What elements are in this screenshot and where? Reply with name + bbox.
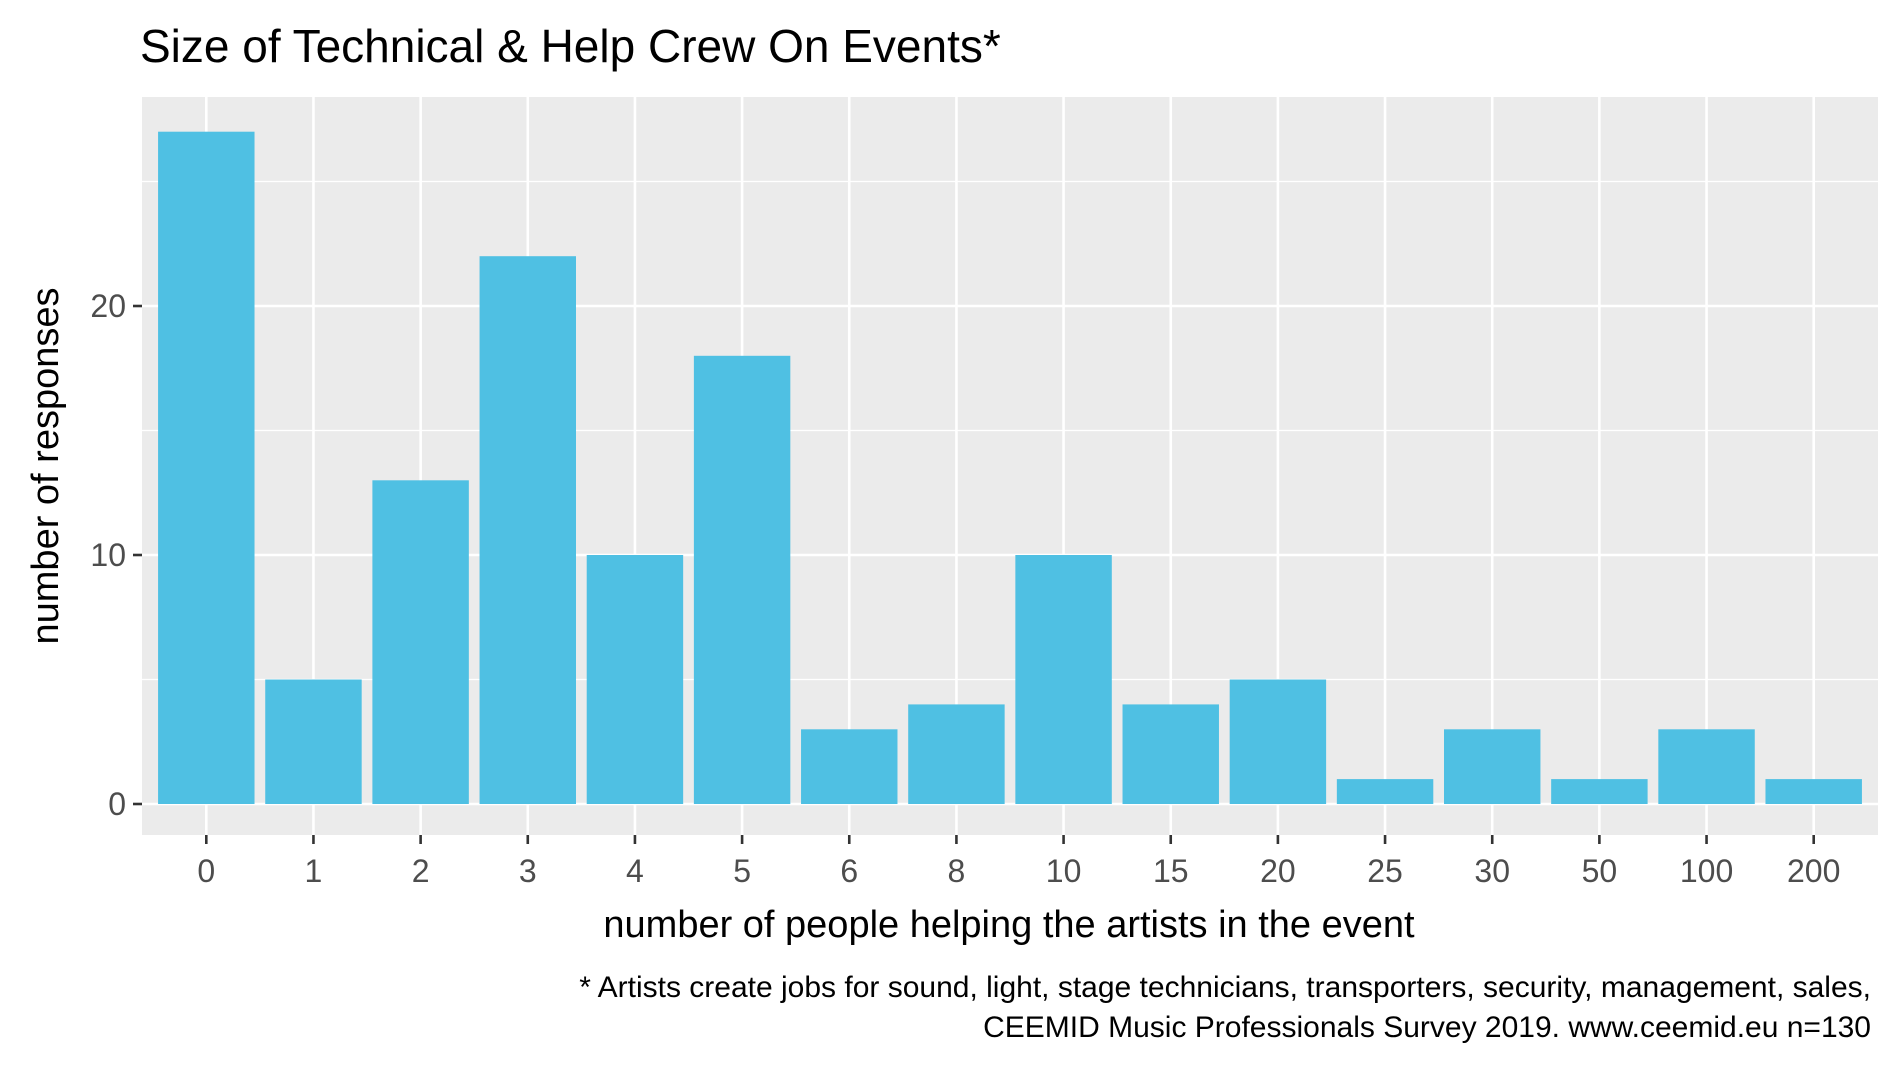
bar-200 [1765,779,1862,804]
x-axis: 0 1 2 3 4 5 6 8 10 15 20 25 30 50 100 200 [197,835,1840,889]
bar-100 [1658,729,1755,804]
x-tick-label: 4 [626,853,644,889]
bars [158,131,1862,804]
x-tick-label: 2 [412,853,430,889]
y-tick-label: 10 [90,537,126,573]
bar-30 [1444,729,1541,804]
x-tick-label: 1 [305,853,323,889]
bar-5 [693,355,791,804]
bar-8 [908,704,1005,804]
x-tick-label: 20 [1260,853,1296,889]
bar-4 [586,555,684,804]
x-tick-label: 10 [1046,853,1082,889]
caption-line-2: CEEMID Music Professionals Survey 2019. … [983,1011,1871,1044]
y-tick-label: 0 [108,786,126,822]
bar-1 [265,679,362,804]
bar-15 [1122,704,1219,804]
chart-title: Size of Technical & Help Crew On Events* [140,20,1001,72]
x-tick-label: 25 [1367,853,1403,889]
bar-10 [1015,555,1112,804]
bar-50 [1551,779,1648,804]
x-tick-label: 30 [1474,853,1510,889]
x-axis-title: number of people helping the artists in … [603,904,1415,946]
x-tick-label: 15 [1153,853,1189,889]
x-tick-label: 200 [1787,853,1840,889]
x-tick-label: 0 [197,853,215,889]
x-tick-label: 8 [948,853,966,889]
bar-2 [372,480,469,804]
bar-20 [1229,679,1327,804]
x-tick-label: 3 [519,853,537,889]
y-axis-title: number of responses [25,288,67,645]
y-tick-label: 20 [90,288,126,324]
x-tick-label: 100 [1680,853,1733,889]
bar-3 [479,256,576,804]
bar-25 [1336,779,1434,804]
bar-0 [158,131,255,804]
x-tick-label: 50 [1582,853,1618,889]
bar-6 [801,729,898,804]
x-tick-label: 6 [840,853,858,889]
caption-line-1: * Artists create jobs for sound, light, … [579,971,1871,1004]
x-tick-label: 5 [733,853,751,889]
y-axis: 0 10 20 [90,288,142,822]
